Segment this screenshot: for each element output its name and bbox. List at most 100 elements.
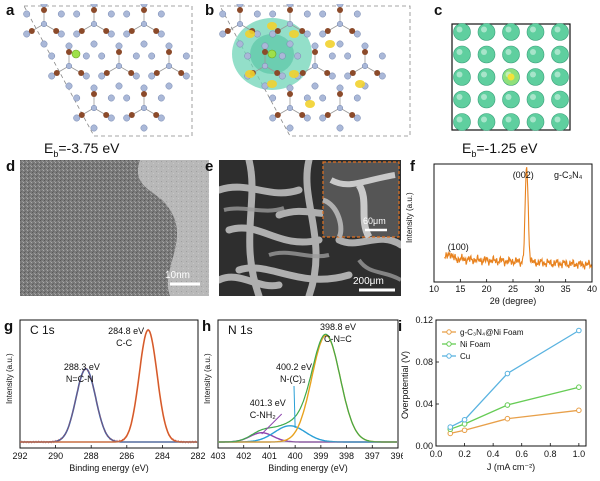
x-tick-label: 400 bbox=[288, 451, 303, 461]
x-tick-label: 396 bbox=[390, 451, 403, 461]
y-axis-label: Intensity (a.u.) bbox=[5, 353, 14, 404]
panel-a-binding-energy: Eb=-3.75 eV bbox=[44, 140, 120, 159]
y-tick-label: 0.12 bbox=[415, 315, 433, 325]
x-tick-label: 1.0 bbox=[573, 449, 586, 459]
y-tick-label: 0.08 bbox=[415, 357, 433, 367]
data-point bbox=[461, 427, 468, 434]
data-point bbox=[576, 384, 582, 390]
y-axis-label: Intensity (a.u.) bbox=[203, 353, 212, 404]
xps-c1s-chart: 292 290 288 286 284 282 Binding energy (eV) Int… bbox=[5, 319, 205, 473]
series-line bbox=[450, 386, 580, 430]
tem-scale-bar: 10nm bbox=[165, 270, 191, 281]
sem-inset-scale-bar: 60μm bbox=[363, 216, 386, 226]
peak-label-002: (002) bbox=[513, 170, 534, 180]
pointer-arrow bbox=[293, 385, 296, 429]
x-tick-label: 284 bbox=[155, 451, 170, 461]
adsorbed-atom bbox=[507, 73, 515, 81]
data-point bbox=[504, 402, 511, 408]
x-tick-label: 397 bbox=[365, 451, 380, 461]
x-axis-label: J (mA cm⁻²) bbox=[487, 462, 535, 472]
y-tick-label: 0.00 bbox=[415, 441, 433, 451]
plot-frame bbox=[217, 319, 399, 449]
x-tick-label: 0.4 bbox=[487, 449, 500, 459]
x-tick-label: 282 bbox=[190, 451, 205, 461]
x-tick-label: 402 bbox=[236, 451, 251, 461]
x-tick-label: 398 bbox=[339, 451, 354, 461]
y-axis-label: Intensity (a.u.) bbox=[405, 192, 414, 243]
legend-label: g-C₃N₄@Ni Foam bbox=[460, 328, 524, 337]
series-line bbox=[450, 329, 580, 428]
data-point bbox=[461, 416, 468, 423]
peak-label-assign: N=C-N bbox=[66, 374, 94, 384]
peak-label-assign: N-(C)₃ bbox=[280, 374, 306, 384]
chart-title: N 1s bbox=[228, 323, 253, 337]
panel-c-label: c bbox=[434, 2, 443, 19]
tem-image: 10nm bbox=[20, 160, 209, 296]
peak-label-assign: C-C bbox=[116, 338, 132, 348]
data-point bbox=[504, 415, 511, 422]
legend-marker bbox=[446, 353, 452, 359]
sem-image: 60μm 200μm bbox=[219, 160, 401, 296]
x-tick-label: 0.6 bbox=[515, 449, 528, 459]
peak-label-value: 400.2 eV bbox=[276, 362, 312, 372]
panel-g-label: g bbox=[4, 318, 14, 335]
x-tick-label: 40 bbox=[587, 284, 597, 294]
xps-n1s-chart: 403 402 401 400 399 398 397 396 Binding energy (… bbox=[203, 319, 403, 473]
chart-title: C 1s bbox=[30, 323, 55, 337]
xrd-chart: 10 15 20 25 30 35 40 2θ (degree) Intensity (a.u.… bbox=[405, 163, 597, 306]
data-point bbox=[504, 370, 511, 377]
panel-d-label: d bbox=[6, 158, 16, 175]
xps-c1s-peak-curve bbox=[20, 367, 198, 443]
xrd-series-line bbox=[444, 167, 593, 270]
legend-label: Ni Foam bbox=[460, 340, 491, 349]
legend-label: Cu bbox=[460, 352, 470, 361]
panel-h-label: h bbox=[202, 318, 212, 335]
panel-c-cu-slab bbox=[451, 23, 571, 131]
adsorbed-atom bbox=[267, 49, 277, 59]
peak-label-value: 288.3 eV bbox=[64, 362, 100, 372]
x-tick-label: 292 bbox=[12, 451, 27, 461]
xps-c1s-raw-line bbox=[19, 328, 198, 444]
x-tick-label: 25 bbox=[508, 284, 518, 294]
x-tick-label: 15 bbox=[455, 284, 465, 294]
x-axis-label: 2θ (degree) bbox=[490, 296, 537, 306]
legend-label: g-C₃N₄ bbox=[554, 170, 583, 180]
x-axis-label: Binding energy (eV) bbox=[69, 463, 149, 473]
x-tick-label: 0.0 bbox=[430, 449, 443, 459]
overpotential-chart: 0.0 0.2 0.4 0.6 0.8 1.0 0.00 0.04 0.08 0.12 J (mA … bbox=[400, 315, 587, 472]
x-tick-label: 35 bbox=[561, 284, 571, 294]
legend-marker bbox=[446, 329, 452, 335]
xps-c1s-peak-curve bbox=[20, 328, 198, 443]
x-tick-label: 288 bbox=[84, 451, 99, 461]
peak-label-100: (100) bbox=[448, 242, 469, 252]
x-tick-label: 403 bbox=[210, 451, 225, 461]
xps-n1s-envelope-line bbox=[218, 333, 397, 443]
x-axis-label: Binding energy (eV) bbox=[268, 463, 348, 473]
plot-frame bbox=[19, 319, 199, 449]
series-line bbox=[450, 409, 579, 435]
x-tick-label: 290 bbox=[48, 451, 63, 461]
x-tick-label: 286 bbox=[119, 451, 134, 461]
data-point bbox=[447, 424, 454, 430]
x-tick-label: 0.8 bbox=[544, 449, 557, 459]
sem-scale-bar: 200μm bbox=[353, 276, 384, 287]
plot-frame bbox=[435, 319, 587, 447]
peak-label-value: 401.3 eV bbox=[250, 398, 286, 408]
x-tick-label: 20 bbox=[482, 284, 492, 294]
peak-label-value: 284.8 eV bbox=[108, 326, 144, 336]
legend-marker bbox=[446, 341, 452, 347]
panel-a-label: a bbox=[6, 2, 15, 19]
y-tick-label: 0.04 bbox=[415, 399, 433, 409]
peak-label-assign: C-N=C bbox=[324, 334, 352, 344]
x-tick-label: 0.2 bbox=[458, 449, 471, 459]
panel-f-label: f bbox=[410, 158, 415, 175]
xps-n1s-peak-curve bbox=[218, 425, 397, 443]
x-tick-label: 30 bbox=[534, 284, 544, 294]
panel-e-label: e bbox=[205, 158, 214, 175]
peak-label-value: 398.8 eV bbox=[320, 322, 356, 332]
panel-b-label: b bbox=[205, 2, 215, 19]
x-tick-label: 10 bbox=[429, 284, 439, 294]
data-point bbox=[576, 407, 582, 414]
adsorbed-atom bbox=[71, 49, 81, 59]
panel-a-structure bbox=[23, 4, 193, 137]
